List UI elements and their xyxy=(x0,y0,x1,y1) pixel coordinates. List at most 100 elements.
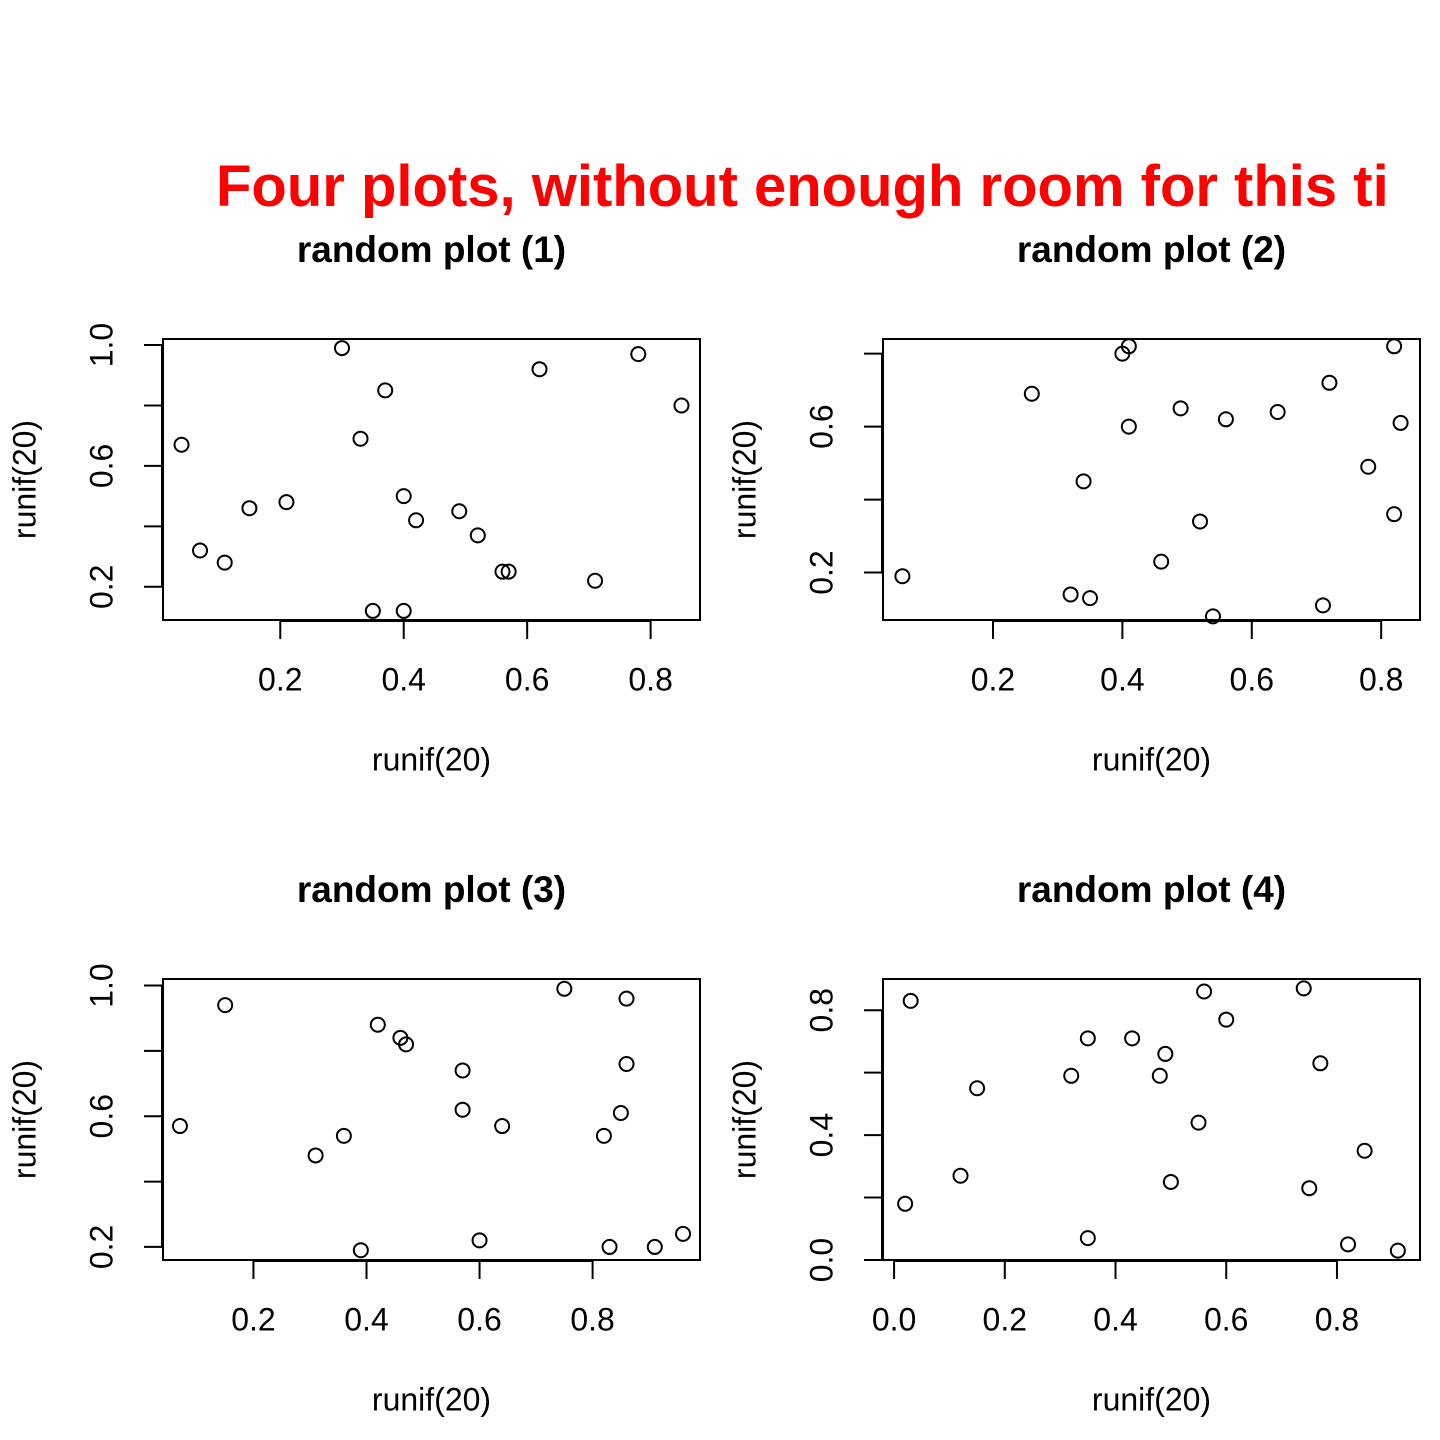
plot-panel-2: random plot (2) 0.2 0.4 0.6 0.8 0.2 0.6 runif(2… xyxy=(726,229,1421,777)
data-point xyxy=(1062,586,1079,603)
data-point xyxy=(556,980,573,997)
x-axis-label-4: runif(20) xyxy=(1092,1381,1211,1417)
data-point xyxy=(1301,1180,1318,1197)
data-point xyxy=(618,1055,635,1072)
data-point xyxy=(1120,338,1137,355)
data-point xyxy=(618,990,635,1007)
data-point xyxy=(630,346,647,363)
y-tick-label: 1.0 xyxy=(83,963,119,1007)
data-point xyxy=(1314,597,1331,614)
x-tick-label: 0.6 xyxy=(457,1301,501,1337)
plot-panel-3: random plot (3) 0.2 0.4 0.6 0.8 0.2 0.6 1.0 runi… xyxy=(6,869,701,1417)
data-point xyxy=(1295,980,1312,997)
x-tick-label: 0.6 xyxy=(1230,661,1274,697)
data-point xyxy=(1079,1230,1096,1247)
plot-frame-1 xyxy=(162,338,701,621)
x-tick-label: 0.2 xyxy=(971,661,1015,697)
x-tick-label: 0.2 xyxy=(231,1301,275,1337)
data-point xyxy=(1360,458,1377,475)
data-point xyxy=(952,1167,969,1184)
x-tick-label: 0.8 xyxy=(1315,1301,1359,1337)
x-axis-label-3: runif(20) xyxy=(372,1381,491,1417)
data-point xyxy=(1356,1142,1373,1159)
data-point xyxy=(1218,1011,1235,1028)
data-point xyxy=(531,361,548,378)
data-point xyxy=(612,1104,629,1121)
y-tick-label: 1.0 xyxy=(83,323,119,367)
data-point xyxy=(395,602,412,619)
x-tick-label: 0.0 xyxy=(872,1301,916,1337)
data-point xyxy=(1063,1067,1080,1084)
plot-frame-4 xyxy=(882,978,1421,1261)
data-point xyxy=(1389,1242,1406,1259)
plot-title-2: random plot (2) xyxy=(1017,229,1286,270)
data-point xyxy=(1386,338,1403,355)
data-point xyxy=(352,1242,369,1259)
figure-title: Four plots, without enough room for this… xyxy=(216,154,1389,219)
data-point xyxy=(1151,1067,1168,1084)
data-point xyxy=(217,997,234,1014)
y-tick-label: 0.4 xyxy=(803,1113,839,1157)
data-point xyxy=(1120,418,1137,435)
plot-frame-2 xyxy=(882,338,1421,621)
data-point xyxy=(1269,403,1286,420)
y-tick-label: 0.8 xyxy=(803,988,839,1032)
data-point xyxy=(278,494,295,511)
x-tick-label: 0.8 xyxy=(570,1301,614,1337)
data-point xyxy=(1190,1114,1207,1131)
x-tick-label: 0.8 xyxy=(628,661,672,697)
y-tick-label: 0.2 xyxy=(803,550,839,594)
plot-title-1: random plot (1) xyxy=(297,229,566,270)
data-point xyxy=(587,572,604,589)
data-point xyxy=(173,436,190,453)
data-point xyxy=(1162,1173,1179,1190)
data-point xyxy=(494,1118,511,1135)
data-point xyxy=(171,1118,188,1135)
data-point xyxy=(601,1238,618,1255)
data-point xyxy=(1312,1055,1329,1072)
data-point xyxy=(1153,553,1170,570)
data-point xyxy=(1023,385,1040,402)
data-point xyxy=(334,340,350,357)
data-point xyxy=(408,512,425,529)
data-point xyxy=(902,992,919,1009)
x-tick-label: 0.8 xyxy=(1359,661,1403,697)
data-point xyxy=(471,1232,488,1249)
data-point xyxy=(1192,513,1209,530)
y-tick-label: 0.6 xyxy=(803,404,839,448)
data-point xyxy=(1340,1236,1357,1253)
data-point xyxy=(1079,1030,1096,1047)
x-tick-label: 0.4 xyxy=(344,1301,388,1337)
y-axis-label-4: runif(20) xyxy=(726,1060,762,1179)
plot-title-4: random plot (4) xyxy=(1017,869,1286,910)
data-point xyxy=(969,1080,986,1097)
data-point xyxy=(1217,411,1234,428)
x-axis-label-1: runif(20) xyxy=(372,741,491,777)
x-tick-label: 0.6 xyxy=(505,661,549,697)
data-point xyxy=(673,397,690,414)
y-tick-label: 0.2 xyxy=(83,565,119,609)
x-axis-label-2: runif(20) xyxy=(1092,741,1211,777)
data-point xyxy=(595,1127,612,1144)
data-point xyxy=(646,1238,663,1255)
plot-title-3: random plot (3) xyxy=(297,869,566,910)
data-point xyxy=(500,563,517,580)
x-tick-label: 0.4 xyxy=(381,661,425,697)
y-tick-label: 0.6 xyxy=(83,1094,119,1138)
x-tick-label: 0.2 xyxy=(983,1301,1027,1337)
data-point xyxy=(894,568,911,585)
data-point xyxy=(1157,1045,1174,1062)
data-point xyxy=(451,503,468,520)
plot-panel-4: random plot (4) 0.0 0.2 0.4 0.6 0.8 0.0 0.4 0.8 r… xyxy=(726,869,1421,1417)
data-point xyxy=(395,488,412,505)
y-axis-label-1: runif(20) xyxy=(6,420,42,539)
data-point xyxy=(216,554,233,571)
data-point xyxy=(1082,590,1099,607)
data-point xyxy=(454,1101,471,1118)
y-axis-label-2: runif(20) xyxy=(726,420,762,539)
y-tick-label: 0.0 xyxy=(803,1238,839,1282)
data-point xyxy=(1392,414,1409,431)
data-point xyxy=(307,1147,324,1164)
y-axis-label-3: runif(20) xyxy=(6,1060,42,1179)
